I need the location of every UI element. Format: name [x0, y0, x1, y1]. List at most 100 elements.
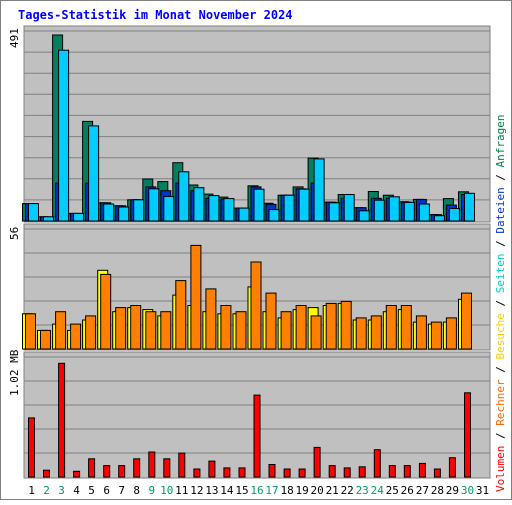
day-label-9: 9: [148, 484, 155, 497]
volume-bar-volumen-day-30: [464, 392, 471, 478]
side-legend-part-4: Besuche: [494, 313, 507, 359]
visits-bar-rechner-day-3: [55, 311, 67, 350]
volume-bar-volumen-day-19: [298, 468, 306, 478]
visits-bar-rechner-day-14: [220, 305, 232, 350]
volume-bar-volumen-day-2: [43, 469, 50, 478]
hits-bar-seiten-day-6: [103, 203, 115, 222]
day-labels: 1 2 3 4 5 6 7 8 9 10 11 12 13 14 15 16 17 18 19 20 21 22 23 24 2…: [28, 484, 489, 497]
volume-bar-volumen-day-17: [268, 464, 276, 478]
visits-bar-rechner-day-10: [160, 311, 172, 350]
hits-bar-seiten-day-1: [28, 203, 39, 222]
volume-bar-volumen-day-13: [208, 460, 216, 478]
visits-bar-rechner-day-28: [430, 321, 442, 350]
volume-bar-volumen-day-22: [343, 467, 351, 478]
day-label-16: 16: [250, 484, 263, 497]
hits-bar-seiten-day-26: [403, 201, 415, 222]
side-legend-part-10: Anfragen: [494, 114, 507, 167]
hits-bar-seiten-day-21: [328, 202, 340, 222]
side-legend-part-8: Dateien: [494, 187, 507, 233]
day-label-15: 15: [235, 484, 248, 497]
hits-bar-seiten-day-19: [298, 188, 310, 222]
visits-bar-rechner-day-17: [265, 292, 277, 350]
volume-bar-volumen-day-20: [313, 446, 321, 478]
hits-bar-seiten-day-4: [73, 212, 85, 222]
day-label-20: 20: [310, 484, 323, 497]
day-label-21: 21: [326, 484, 339, 497]
hits-bar-seiten-day-10: [163, 195, 175, 222]
day-label-8: 8: [133, 484, 140, 497]
hits-bar-seiten-day-9: [148, 188, 160, 222]
volume-bar-volumen-day-1: [28, 417, 35, 478]
visits-bar-rechner-day-27: [415, 315, 427, 350]
side-legend-part-2: Rechner: [494, 379, 507, 426]
visits-bar-rechner-day-6: [100, 273, 112, 350]
day-label-12: 12: [190, 484, 203, 497]
day-label-19: 19: [295, 484, 308, 497]
visits-bar-rechner-day-22: [340, 300, 352, 350]
day-label-26: 26: [401, 484, 414, 497]
bars-layer: [22, 34, 475, 478]
day-label-22: 22: [341, 484, 354, 497]
hits-bar-seiten-day-24: [373, 199, 385, 222]
visits-bar-rechner-day-23: [355, 317, 367, 350]
hits-bar-seiten-day-13: [208, 195, 220, 222]
hits-bar-seiten-day-5: [88, 125, 100, 222]
day-label-3: 3: [58, 484, 65, 497]
hits-bar-seiten-day-20: [313, 158, 325, 222]
visits-bar-rechner-day-21: [325, 302, 337, 350]
side-legend-part-1: /: [494, 426, 507, 446]
hits-bar-seiten-day-16: [253, 188, 265, 222]
hits-bar-seiten-day-14: [223, 198, 235, 222]
visits-bar-rechner-day-13: [205, 288, 217, 350]
day-label-6: 6: [103, 484, 110, 497]
volume-bar-volumen-day-4: [73, 470, 81, 478]
visits-bar-rechner-day-8: [130, 305, 142, 350]
day-label-18: 18: [280, 484, 293, 497]
chart-title: Tages-Statistik im Monat November 2024: [18, 8, 293, 22]
volume-bar-volumen-day-12: [193, 468, 201, 478]
side-legend-part-5: /: [494, 293, 507, 313]
visits-bar-rechner-day-19: [295, 305, 307, 350]
day-label-28: 28: [431, 484, 444, 497]
visits-bar-rechner-day-9: [145, 311, 157, 350]
hits-bar-seiten-day-3: [58, 49, 70, 222]
side-legend-part-9: /: [494, 167, 507, 187]
volume-bar-volumen-day-8: [133, 458, 141, 478]
hits-bar-seiten-day-7: [118, 206, 130, 222]
day-label-27: 27: [416, 484, 429, 497]
day-label-11: 11: [175, 484, 188, 497]
hits-bar-seiten-day-27: [418, 203, 430, 222]
volume-bar-volumen-day-26: [403, 465, 411, 478]
volume-bar-volumen-day-23: [358, 466, 366, 478]
volume-bar-volumen-day-18: [283, 468, 291, 478]
visits-bar-rechner-day-25: [385, 305, 397, 350]
volume-ymax-label: 1.02 MB: [8, 349, 21, 396]
volume-bar-volumen-day-25: [388, 465, 396, 478]
hits-bar-seiten-day-25: [388, 196, 400, 222]
hits-ymax-label: 491: [8, 28, 21, 48]
volume-bar-volumen-day-16: [253, 394, 261, 478]
visits-bar-rechner-day-29: [445, 317, 457, 350]
hits-bar-seiten-day-22: [343, 194, 355, 222]
hits-bar-seiten-day-23: [358, 210, 370, 222]
hits-bar-seiten-day-30: [464, 192, 475, 222]
volume-bar-volumen-day-21: [328, 465, 336, 478]
day-label-2: 2: [43, 484, 50, 497]
visits-bar-rechner-day-26: [400, 305, 412, 350]
hits-bar-seiten-day-15: [238, 207, 250, 222]
day-label-23: 23: [356, 484, 369, 497]
visits-bar-rechner-day-4: [70, 323, 82, 350]
volume-bar-volumen-day-28: [433, 468, 441, 478]
day-label-13: 13: [205, 484, 218, 497]
visits-bar-rechner-day-16: [250, 261, 262, 350]
day-label-5: 5: [88, 484, 95, 497]
volume-bar-volumen-day-29: [448, 457, 456, 478]
day-label-10: 10: [160, 484, 173, 497]
volume-bar-volumen-day-11: [178, 452, 186, 478]
side-legend-part-0: Volumen: [494, 446, 507, 492]
visits-ymax-label: 56: [8, 227, 21, 240]
volume-bar-volumen-day-14: [223, 467, 231, 478]
volume-bar-volumen-day-7: [118, 465, 126, 478]
